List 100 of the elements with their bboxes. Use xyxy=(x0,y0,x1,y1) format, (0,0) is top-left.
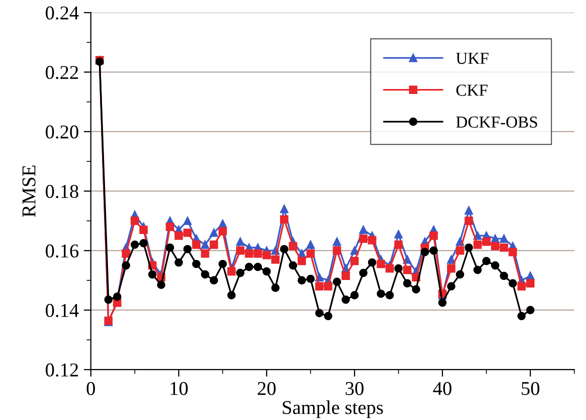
point xyxy=(386,291,394,300)
x-tick-label: 30 xyxy=(346,382,364,396)
point xyxy=(280,215,288,224)
point xyxy=(386,264,394,273)
point xyxy=(350,291,359,300)
legend-label: UKF xyxy=(456,52,488,64)
point xyxy=(526,279,534,288)
point xyxy=(464,243,473,252)
point xyxy=(306,249,315,258)
point xyxy=(464,206,473,215)
point xyxy=(262,267,271,276)
y-tick-label: 0.12 xyxy=(46,363,78,377)
point xyxy=(236,238,244,246)
point xyxy=(342,272,350,280)
point xyxy=(183,244,192,254)
point xyxy=(359,226,368,234)
point xyxy=(394,230,403,238)
point xyxy=(412,285,420,294)
point xyxy=(271,255,280,264)
point xyxy=(350,256,359,266)
point xyxy=(288,261,298,270)
point xyxy=(332,246,342,255)
point xyxy=(227,267,236,276)
point xyxy=(210,228,218,237)
y-tick-label: 0.24 xyxy=(46,6,79,20)
point xyxy=(192,240,200,249)
point xyxy=(139,238,148,248)
point xyxy=(350,246,359,255)
point xyxy=(315,308,324,318)
point xyxy=(139,226,148,234)
y-tick-label: 0.20 xyxy=(46,125,78,139)
point xyxy=(500,234,508,243)
point xyxy=(447,264,456,273)
point xyxy=(403,266,412,274)
point xyxy=(156,280,166,289)
point xyxy=(174,232,183,240)
point xyxy=(473,266,482,274)
point xyxy=(508,248,517,256)
point xyxy=(218,260,227,268)
point xyxy=(210,240,218,249)
point xyxy=(166,222,174,231)
point xyxy=(456,270,464,279)
x-tick-label: 10 xyxy=(170,382,188,396)
point xyxy=(526,306,534,314)
point xyxy=(500,243,508,252)
point xyxy=(271,284,280,292)
point xyxy=(315,282,324,290)
point xyxy=(517,312,526,320)
point xyxy=(298,276,306,285)
x-tick-label: 50 xyxy=(522,382,540,396)
x-tick-label: 40 xyxy=(433,382,452,396)
point xyxy=(359,268,368,278)
point xyxy=(236,268,244,278)
point xyxy=(122,261,130,270)
point xyxy=(244,249,254,258)
point xyxy=(288,242,298,250)
point xyxy=(306,240,315,249)
point xyxy=(482,256,491,266)
point xyxy=(227,291,236,300)
point xyxy=(324,312,332,320)
y-tick-label: 0.16 xyxy=(46,244,78,258)
point xyxy=(429,246,438,255)
point xyxy=(500,272,508,280)
point xyxy=(473,240,482,249)
point xyxy=(376,260,386,268)
x-axis-title: Sample steps xyxy=(282,400,383,418)
y-tick-label: 0.14 xyxy=(46,304,79,318)
point xyxy=(324,282,332,290)
point xyxy=(254,262,262,272)
point xyxy=(192,260,200,268)
point xyxy=(491,242,500,250)
point xyxy=(280,204,288,214)
point xyxy=(508,279,517,288)
legend-label: DCKF-OBS xyxy=(456,116,538,128)
point xyxy=(200,249,210,258)
point xyxy=(166,243,174,252)
point xyxy=(210,276,218,285)
point xyxy=(130,216,139,226)
point xyxy=(200,240,210,249)
point xyxy=(368,236,376,244)
point xyxy=(447,282,456,290)
x-tick-label: 0 xyxy=(86,382,95,396)
point xyxy=(130,240,139,249)
point xyxy=(342,296,350,304)
point xyxy=(456,246,464,255)
point xyxy=(236,246,244,255)
point xyxy=(280,244,288,254)
point xyxy=(113,292,122,301)
point xyxy=(464,216,473,226)
point xyxy=(438,298,447,307)
point xyxy=(183,216,192,226)
point xyxy=(447,255,456,264)
legend-label: CKF xyxy=(456,84,488,96)
point xyxy=(420,248,430,256)
point xyxy=(491,261,500,270)
point xyxy=(262,250,271,260)
point xyxy=(183,228,192,237)
y-axis-title: RMSE xyxy=(22,166,36,218)
point xyxy=(394,240,403,249)
point xyxy=(332,278,342,286)
